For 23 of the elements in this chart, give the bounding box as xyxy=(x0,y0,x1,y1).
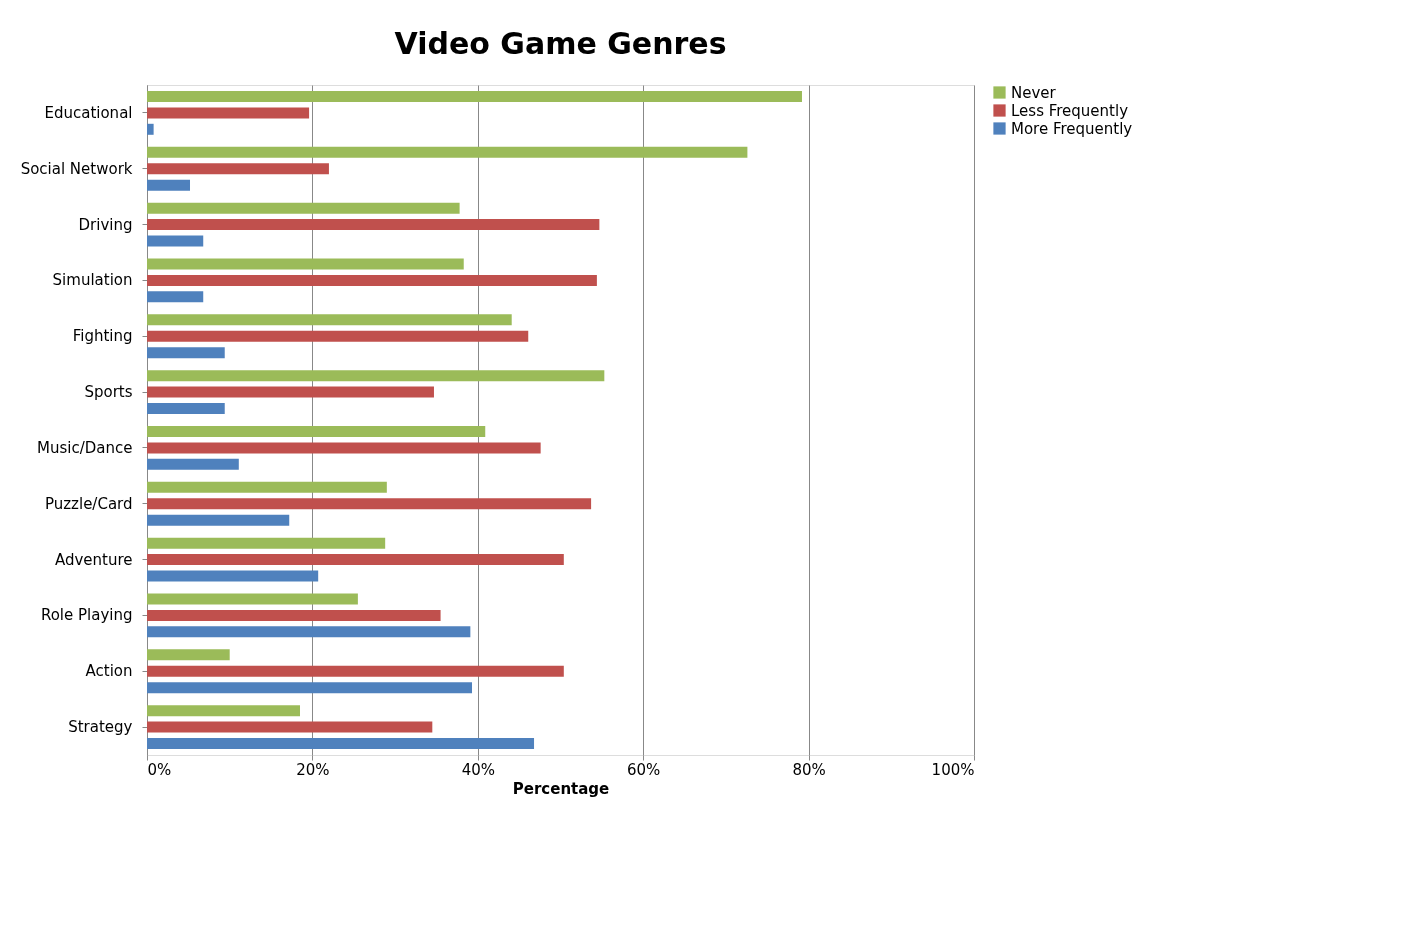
x-tick-label: 80% xyxy=(792,760,826,779)
x-tick-label: 20% xyxy=(296,760,330,779)
x-tick-label: 60% xyxy=(627,760,661,779)
x-tick-label: 0% xyxy=(147,760,172,779)
y-tick-label: Educational xyxy=(44,103,133,122)
legend-label: Less Frequently xyxy=(1011,101,1129,120)
y-tick-label: Role Playing xyxy=(40,606,133,625)
y-tick-label: Strategy xyxy=(68,718,133,737)
y-tick-label: Simulation xyxy=(52,271,133,290)
x-tick-label: 40% xyxy=(461,760,495,779)
y-tick-label: Driving xyxy=(78,215,133,234)
y-tick-label: Puzzle/Card xyxy=(44,494,133,513)
y-tick-label: Music/Dance xyxy=(37,438,133,457)
y-tick-label: Fighting xyxy=(72,327,133,346)
x-tick-label: 100% xyxy=(931,760,975,779)
x-axis-title: Percentage xyxy=(512,779,610,798)
y-tick-label: Social Network xyxy=(20,159,133,178)
y-tick-label: Action xyxy=(85,662,133,681)
legend-label: More Frequently xyxy=(1011,119,1133,138)
y-tick-label: Adventure xyxy=(54,550,133,569)
legend-label: Never xyxy=(1011,83,1057,102)
y-tick-label: Sports xyxy=(84,383,133,402)
chart-title: Video Game Genres xyxy=(394,26,727,61)
